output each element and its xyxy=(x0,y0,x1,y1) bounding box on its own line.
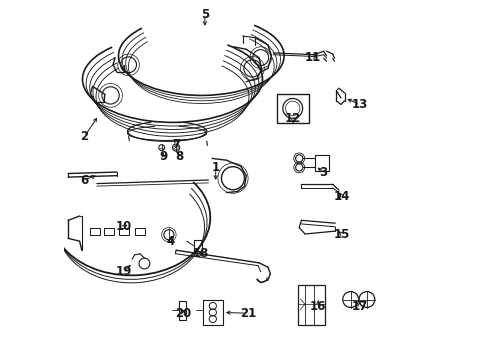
Text: 12: 12 xyxy=(285,112,301,125)
Bar xyxy=(194,240,202,251)
Text: 21: 21 xyxy=(240,307,256,320)
Text: 1: 1 xyxy=(211,161,219,174)
Bar xyxy=(119,228,129,235)
Text: 5: 5 xyxy=(201,8,208,21)
Text: 15: 15 xyxy=(333,228,349,240)
Bar xyxy=(134,228,144,235)
Text: 2: 2 xyxy=(80,130,88,143)
Text: 13: 13 xyxy=(351,98,367,111)
Text: 17: 17 xyxy=(351,300,367,312)
Bar xyxy=(104,228,114,235)
Bar xyxy=(314,155,328,171)
Text: 4: 4 xyxy=(166,235,175,248)
Text: 8: 8 xyxy=(175,150,183,163)
Text: 7: 7 xyxy=(172,138,180,150)
Text: 18: 18 xyxy=(193,247,209,260)
Bar xyxy=(203,300,223,325)
Text: 16: 16 xyxy=(309,300,326,312)
Text: 20: 20 xyxy=(175,307,191,320)
Text: 3: 3 xyxy=(319,166,327,179)
Bar xyxy=(276,94,308,123)
Text: 10: 10 xyxy=(116,220,132,233)
Bar xyxy=(297,285,324,325)
Bar xyxy=(90,228,101,235)
Text: 11: 11 xyxy=(304,51,320,64)
Text: 14: 14 xyxy=(333,190,349,203)
Bar xyxy=(179,301,186,320)
Text: 9: 9 xyxy=(159,150,167,163)
Text: 19: 19 xyxy=(116,265,132,278)
Text: 6: 6 xyxy=(80,174,88,186)
